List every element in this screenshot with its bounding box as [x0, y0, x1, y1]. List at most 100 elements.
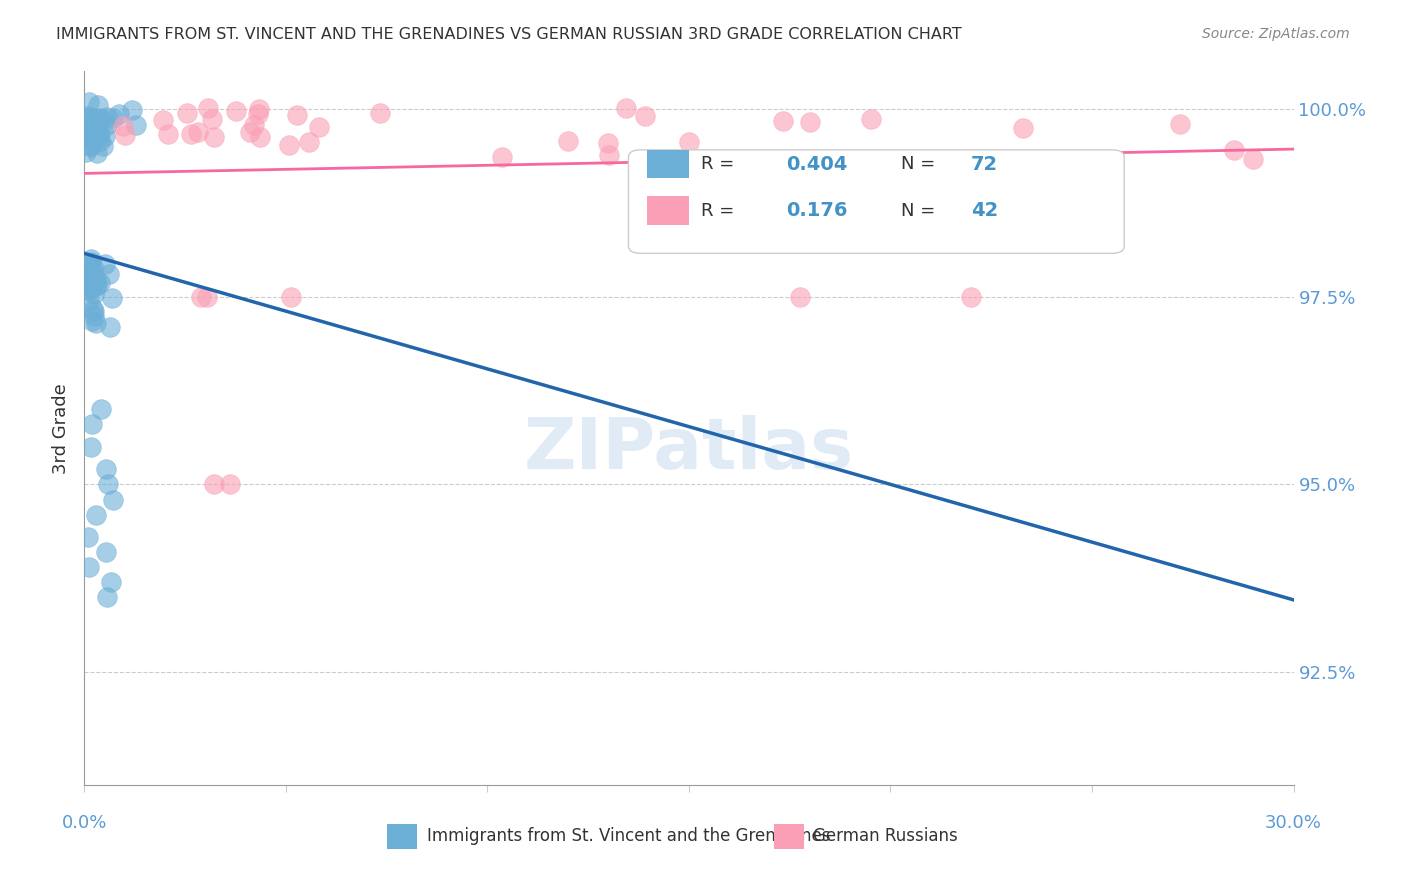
- Point: [79, 270, 101, 285]
- Text: IMMIGRANTS FROM ST. VINCENT AND THE GRENADINES VS GERMAN RUSSIAN 3RD GRADE CORRE: IMMIGRANTS FROM ST. VINCENT AND THE GREN…: [56, 27, 962, 42]
- Point: [1168, 117, 1191, 131]
- Point: [598, 147, 620, 161]
- Point: [187, 126, 209, 140]
- Point: [94, 462, 117, 476]
- Point: [1011, 120, 1033, 135]
- Point: [83, 303, 105, 318]
- Point: [97, 477, 120, 491]
- Point: [557, 134, 579, 148]
- Point: [79, 257, 101, 271]
- Point: [89, 276, 111, 290]
- Point: [202, 130, 225, 145]
- Point: [87, 98, 110, 112]
- Point: [243, 118, 266, 132]
- Point: [91, 138, 114, 153]
- Point: [239, 125, 262, 139]
- Point: [75, 257, 97, 271]
- Point: [285, 108, 308, 122]
- Text: Immigrants from St. Vincent and the Grenadines: Immigrants from St. Vincent and the Gren…: [426, 828, 830, 846]
- Bar: [773, 824, 804, 849]
- Point: [960, 290, 983, 304]
- Text: 42: 42: [970, 201, 998, 220]
- Text: 30.0%: 30.0%: [1265, 814, 1322, 831]
- Point: [197, 102, 219, 116]
- Point: [152, 113, 174, 128]
- Point: [368, 106, 391, 120]
- Point: [98, 320, 121, 334]
- Text: 0.176: 0.176: [786, 201, 848, 220]
- Point: [79, 111, 101, 125]
- Point: [76, 530, 98, 544]
- Point: [1241, 152, 1264, 166]
- Point: [94, 545, 117, 559]
- Text: R =: R =: [702, 202, 740, 219]
- Point: [75, 265, 97, 279]
- Text: R =: R =: [702, 155, 740, 173]
- Point: [83, 286, 105, 301]
- Point: [298, 135, 321, 149]
- Point: [96, 118, 118, 132]
- Point: [80, 252, 103, 267]
- Point: [799, 115, 821, 129]
- Point: [121, 103, 143, 117]
- Point: [634, 109, 657, 123]
- Point: [83, 262, 105, 277]
- Point: [491, 150, 513, 164]
- Point: [96, 110, 118, 124]
- Point: [80, 126, 103, 140]
- Text: 0.404: 0.404: [786, 154, 846, 174]
- Point: [86, 279, 108, 293]
- Point: [80, 272, 103, 286]
- Point: [90, 402, 112, 417]
- Point: [195, 290, 218, 304]
- Point: [180, 127, 202, 141]
- Point: [84, 120, 107, 134]
- Point: [103, 111, 125, 125]
- Point: [80, 440, 103, 454]
- Point: [80, 282, 103, 296]
- Point: [84, 116, 107, 130]
- Point: [79, 131, 101, 145]
- Point: [246, 107, 269, 121]
- Point: [114, 128, 136, 142]
- Point: [89, 111, 111, 125]
- Point: [218, 477, 240, 491]
- Point: [77, 139, 100, 153]
- Point: [108, 107, 131, 121]
- Point: [75, 116, 97, 130]
- Point: [82, 130, 104, 145]
- Point: [82, 417, 104, 432]
- Point: [201, 112, 224, 126]
- Point: [76, 283, 98, 297]
- Point: [96, 590, 118, 604]
- Text: 0.0%: 0.0%: [62, 814, 107, 831]
- Point: [76, 114, 98, 128]
- Point: [82, 266, 104, 280]
- Bar: [387, 824, 418, 849]
- Text: N =: N =: [901, 202, 941, 219]
- Text: 72: 72: [970, 154, 998, 174]
- Point: [860, 112, 883, 126]
- Point: [77, 560, 100, 574]
- Point: [82, 314, 104, 328]
- Bar: [647, 196, 689, 225]
- Point: [176, 106, 198, 120]
- Point: [80, 277, 103, 291]
- Point: [308, 120, 330, 135]
- Point: [789, 290, 811, 304]
- Point: [225, 103, 247, 118]
- Point: [614, 101, 637, 115]
- Point: [77, 128, 100, 143]
- Point: [83, 271, 105, 285]
- Point: [124, 118, 146, 132]
- Point: [83, 310, 105, 324]
- Point: [596, 136, 619, 151]
- Text: ZIPatlas: ZIPatlas: [524, 415, 853, 484]
- Point: [280, 290, 302, 304]
- Point: [190, 290, 212, 304]
- Point: [101, 492, 124, 507]
- Point: [93, 128, 115, 143]
- Text: Source: ZipAtlas.com: Source: ZipAtlas.com: [1202, 27, 1350, 41]
- Point: [247, 102, 270, 116]
- Text: German Russians: German Russians: [814, 828, 959, 846]
